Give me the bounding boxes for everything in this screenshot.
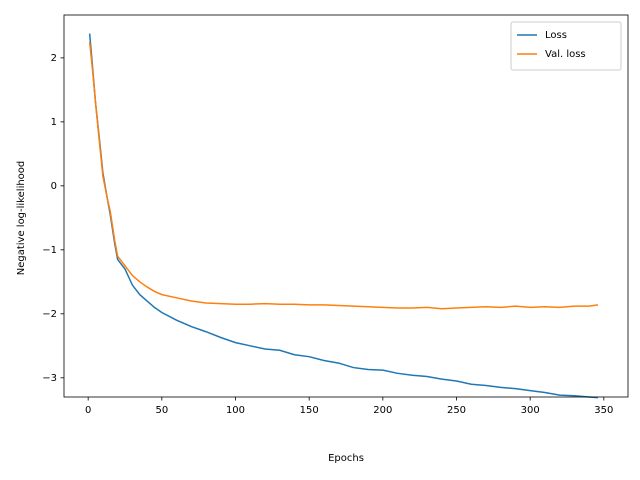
legend-label: Loss	[545, 30, 567, 41]
y-axis-label: Negative log-likelihood	[16, 161, 27, 276]
y-tick-label: −1	[42, 245, 57, 256]
x-tick-label: 100	[226, 405, 245, 416]
x-tick-label: 200	[373, 405, 392, 416]
x-tick-label: 150	[300, 405, 319, 416]
line-series	[88, 33, 598, 399]
y-tick-label: −3	[42, 373, 57, 384]
y-tick-label: −2	[42, 309, 57, 320]
line-series	[88, 41, 599, 310]
legend-label: Val. loss	[545, 49, 586, 60]
x-tick-label: 350	[594, 405, 613, 416]
x-tick-label: 0	[85, 405, 91, 416]
x-tick-label: 250	[447, 405, 466, 416]
plot-frame	[63, 14, 629, 398]
y-tick-label: 1	[51, 117, 57, 128]
x-tick-label: 50	[155, 405, 168, 416]
y-tick-label: 2	[51, 53, 57, 64]
legend-box	[510, 21, 622, 71]
y-tick-label: 0	[51, 181, 57, 192]
x-tick-label: 300	[521, 405, 540, 416]
x-axis-label: Epochs	[328, 453, 364, 464]
